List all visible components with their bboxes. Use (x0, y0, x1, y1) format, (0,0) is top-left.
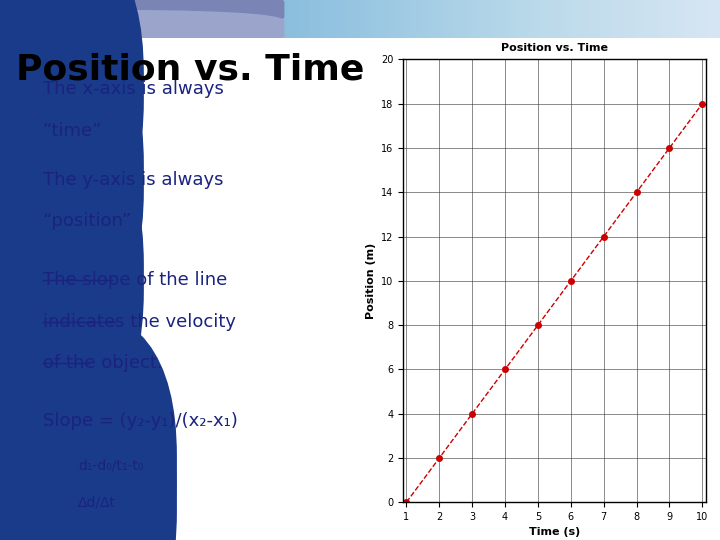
FancyBboxPatch shape (0, 10, 252, 47)
Text: The y-axis is always: The y-axis is always (42, 171, 223, 189)
Text: The x-axis is always: The x-axis is always (42, 80, 224, 98)
FancyBboxPatch shape (0, 254, 144, 540)
Title: Position vs. Time: Position vs. Time (501, 43, 608, 53)
Text: of the object.: of the object. (42, 354, 163, 372)
FancyBboxPatch shape (0, 0, 252, 28)
FancyBboxPatch shape (0, 0, 284, 28)
Text: The slope of the line: The slope of the line (42, 271, 227, 289)
FancyBboxPatch shape (0, 343, 177, 540)
FancyBboxPatch shape (0, 113, 144, 442)
Text: d₁-d₀/t₁-t₀: d₁-d₀/t₁-t₀ (78, 458, 143, 472)
Text: indicates the velocity: indicates the velocity (42, 313, 235, 330)
Text: Δd/Δt: Δd/Δt (78, 496, 116, 510)
X-axis label: Time (s): Time (s) (528, 528, 580, 537)
FancyBboxPatch shape (0, 12, 144, 342)
FancyBboxPatch shape (0, 305, 177, 540)
Text: “time”: “time” (42, 122, 102, 140)
FancyBboxPatch shape (0, 10, 284, 47)
FancyBboxPatch shape (0, 0, 144, 251)
Text: “position”: “position” (42, 212, 132, 230)
Text: Slope = (y₂-y₁)/(x₂-x₁): Slope = (y₂-y₁)/(x₂-x₁) (42, 412, 238, 430)
Text: Position vs. Time: Position vs. Time (16, 53, 364, 87)
Y-axis label: Position (m): Position (m) (366, 242, 376, 319)
